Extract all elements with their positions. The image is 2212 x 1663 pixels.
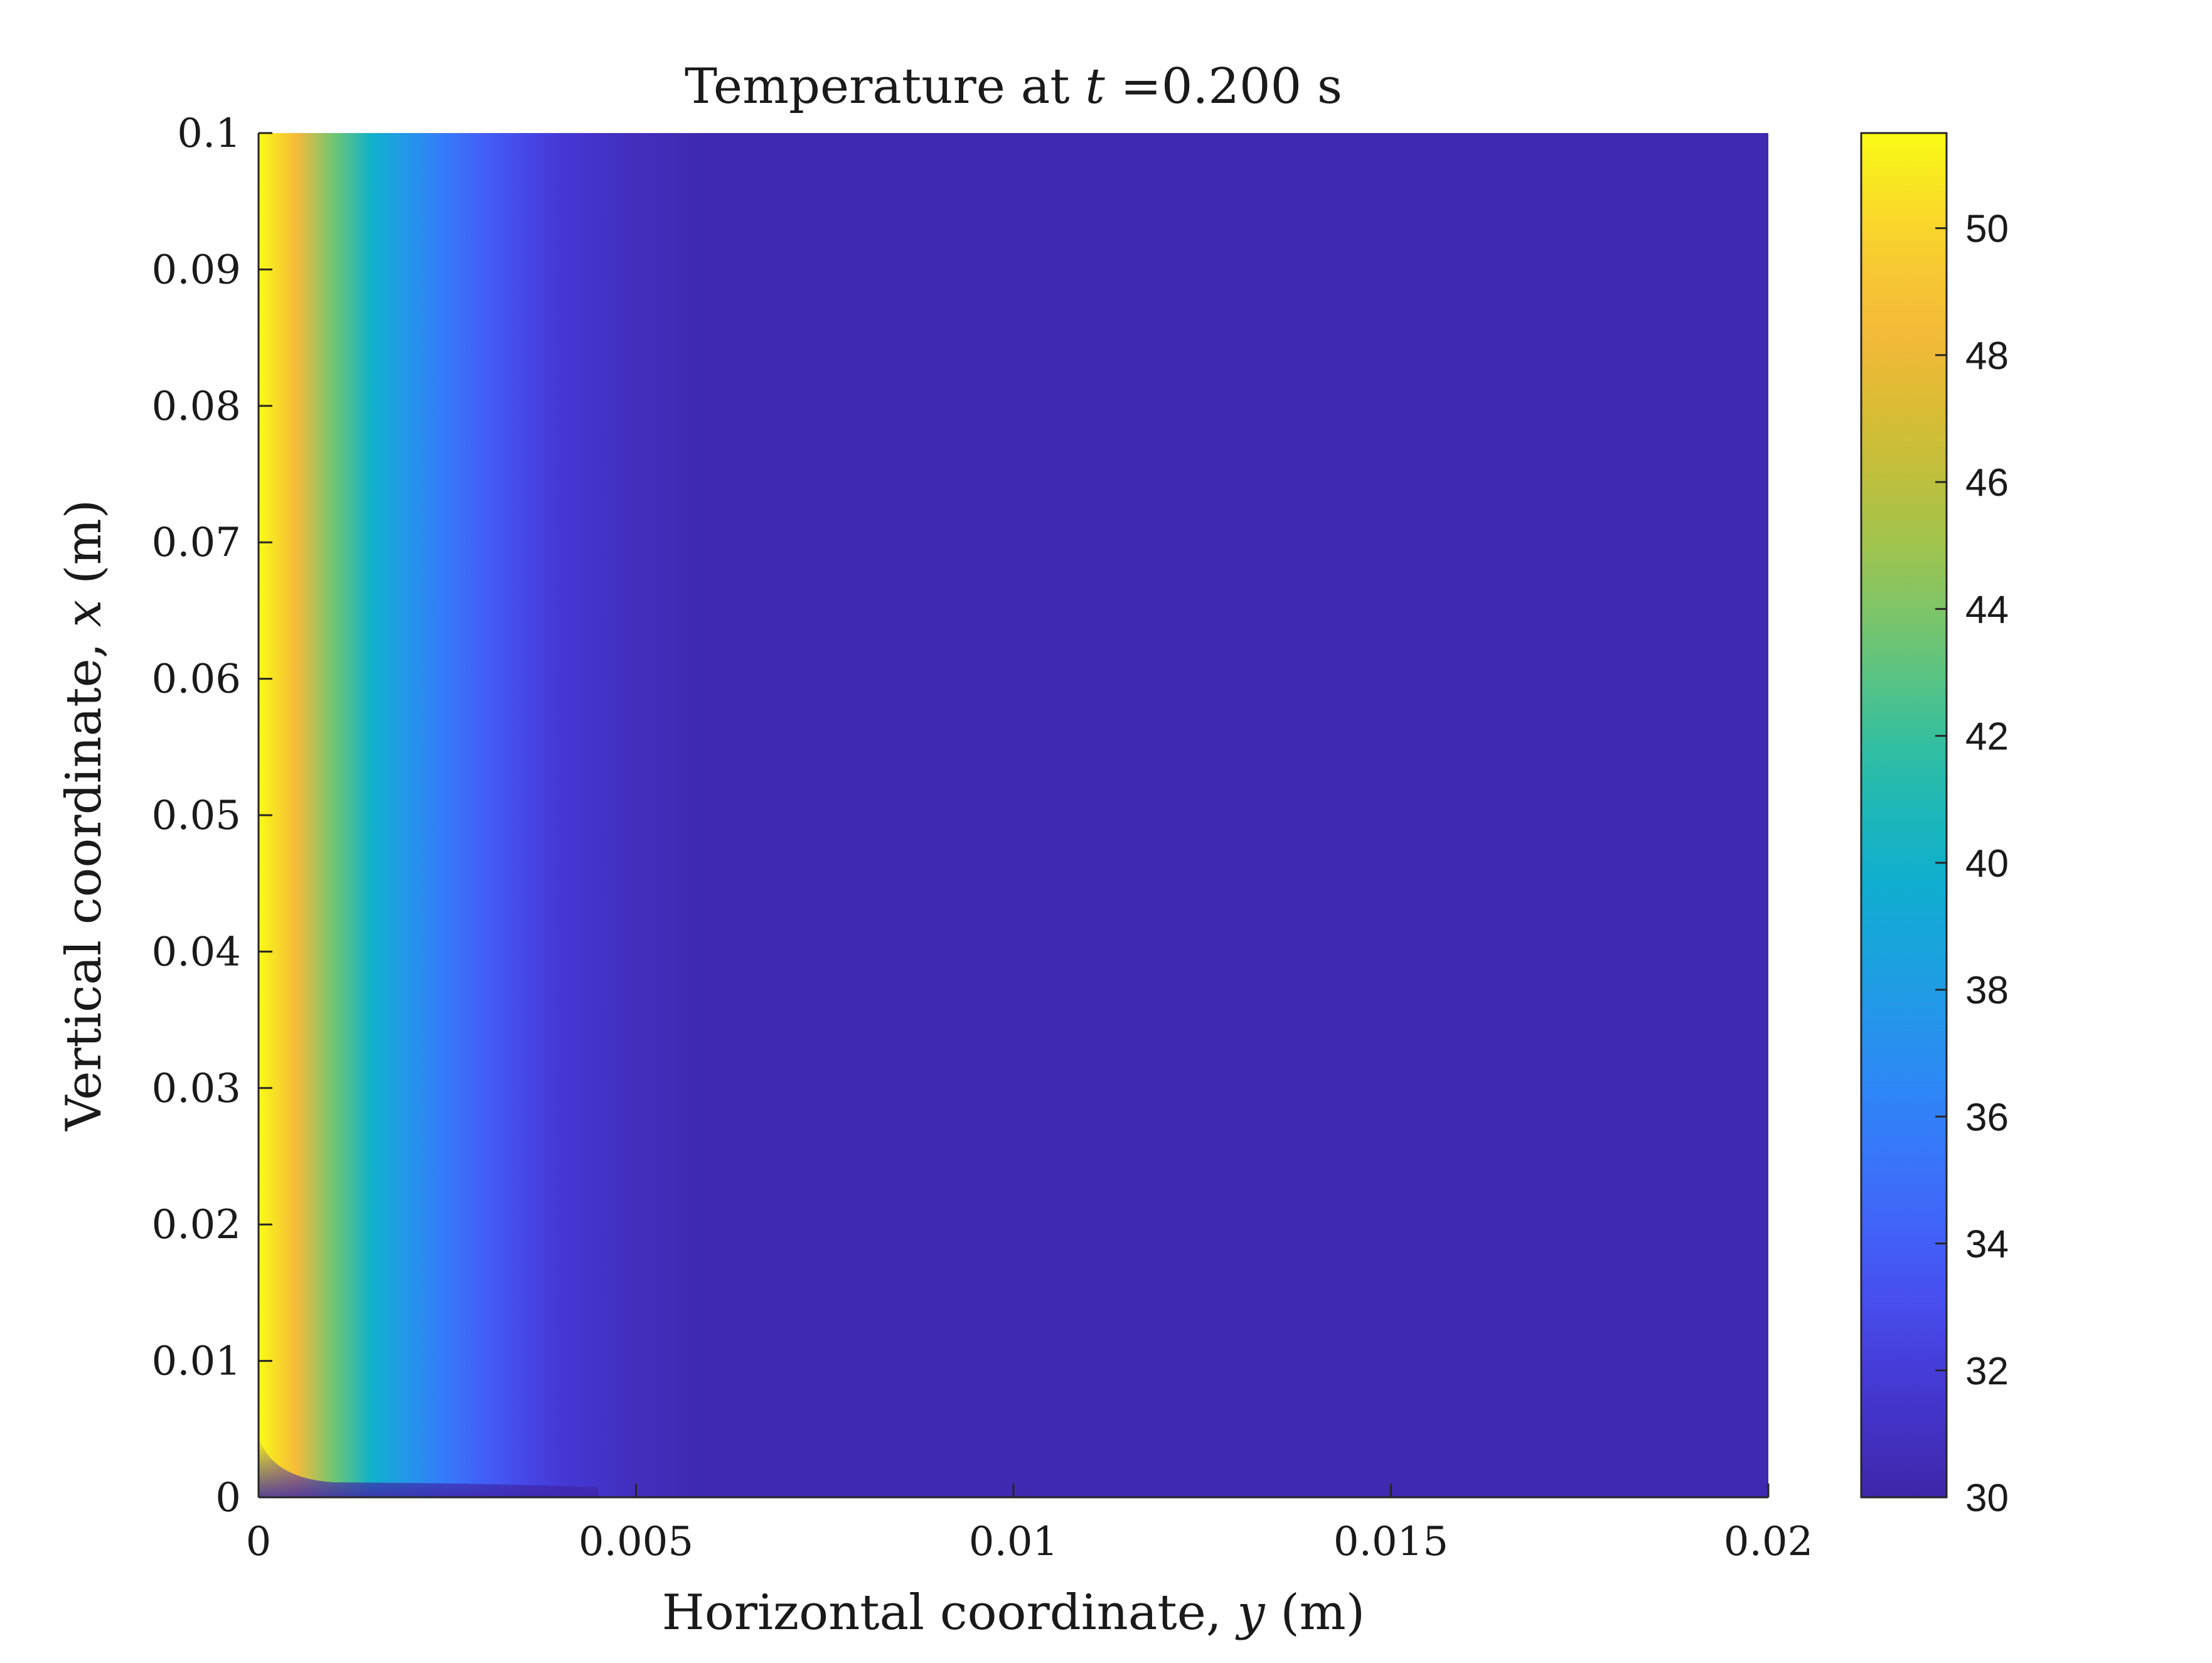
y-label-suffix: (m) — [56, 500, 112, 600]
x-label-suffix: (m) — [1265, 1585, 1365, 1641]
y-axis: 0 0.01 0.02 0.03 0.04 0.05 0.06 0.07 0.08 0.09 0.1 — [152, 110, 272, 1521]
colorbar-scale — [1860, 132, 1948, 1499]
colorbar-tick-label: 40 — [1965, 842, 2009, 885]
y-label-prefix: Vertical coordinate, — [56, 628, 112, 1131]
x-label-variable: y — [1236, 1585, 1266, 1641]
title-suffix: =0.200 s — [1105, 58, 1342, 115]
colorbar-tick-label: 48 — [1965, 334, 2009, 378]
plot-area — [259, 133, 1768, 1497]
y-tick-label: 0.02 — [152, 1202, 242, 1248]
colorbar-tick-label: 50 — [1965, 208, 2009, 251]
y-tick-label: 0.1 — [177, 110, 241, 157]
colorbar-ticks: 30 32 34 36 38 40 42 44 46 48 50 — [1935, 208, 2009, 1520]
y-axis-label: Vertical coordinate, x (m) — [56, 500, 112, 1131]
colorbar-tick-label: 32 — [1965, 1350, 2009, 1393]
y-tick-label: 0.09 — [152, 247, 242, 293]
colorbar: 30 32 34 36 38 40 42 44 46 48 50 — [1860, 132, 2009, 1520]
y-label-variable: x — [56, 600, 112, 628]
x-tick-label: 0.01 — [969, 1519, 1059, 1565]
y-tick-label: 0.05 — [152, 793, 242, 839]
x-tick-label: 0.015 — [1333, 1519, 1448, 1565]
x-label-prefix: Horizontal coordinate, — [662, 1585, 1237, 1641]
x-axis: 0 0.005 0.01 0.015 0.02 — [246, 1484, 1814, 1565]
title-prefix: Temperature at — [685, 58, 1085, 115]
y-tick-label: 0.01 — [152, 1339, 242, 1385]
y-tick-label: 0.06 — [152, 656, 242, 703]
colorbar-tick-label: 44 — [1965, 588, 2009, 631]
colorbar-tick-label: 36 — [1965, 1096, 2009, 1139]
colorbar-tick-label: 46 — [1965, 461, 2009, 505]
y-tick-label: 0.08 — [152, 383, 242, 430]
y-tick-label: 0.07 — [152, 520, 242, 566]
x-axis-label: Horizontal coordinate, y (m) — [662, 1585, 1365, 1641]
colorbar-tick-label: 30 — [1965, 1477, 2009, 1520]
title-variable: t — [1085, 58, 1105, 115]
colorbar-tick-label: 38 — [1965, 969, 2009, 1012]
colorbar-tick-label: 34 — [1965, 1223, 2009, 1266]
cold-corner-region — [259, 1436, 599, 1497]
y-tick-label: 0.03 — [152, 1066, 242, 1112]
colorbar-tick-label: 42 — [1965, 715, 2009, 759]
y-tick-label: 0 — [215, 1475, 241, 1521]
chart-title: Temperature at t =0.200 s — [685, 58, 1342, 115]
x-tick-label: 0 — [246, 1519, 272, 1565]
y-tick-label: 0.04 — [152, 929, 242, 975]
x-tick-label: 0.02 — [1724, 1519, 1814, 1565]
x-tick-label: 0.005 — [579, 1519, 693, 1565]
temperature-heatmap — [259, 133, 1768, 1497]
